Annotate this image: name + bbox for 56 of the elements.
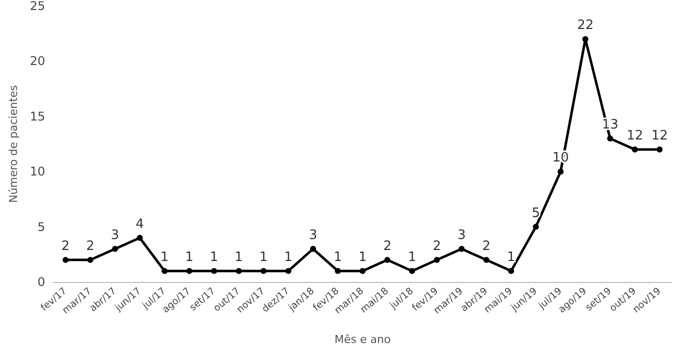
point — [87, 256, 94, 263]
point — [136, 234, 143, 241]
point — [186, 268, 192, 274]
point — [384, 256, 390, 263]
point — [112, 246, 118, 252]
data-label: 2 — [86, 238, 94, 254]
data-label: 2 — [383, 238, 392, 254]
point — [162, 268, 168, 274]
point — [458, 246, 465, 252]
point — [334, 268, 341, 274]
data-label: 1 — [259, 250, 268, 265]
point — [260, 268, 267, 274]
data-label: 1 — [160, 250, 169, 265]
point — [409, 268, 416, 274]
data-label: 1 — [506, 250, 516, 265]
data-label: 1 — [234, 250, 243, 265]
y-tick-label: 10 — [30, 164, 46, 179]
data-label: 12 — [626, 128, 644, 144]
data-label: 3 — [308, 228, 318, 243]
point — [607, 135, 614, 142]
point — [656, 146, 663, 153]
data-label: 2 — [482, 238, 490, 254]
data-label: 4 — [136, 216, 144, 232]
point — [483, 256, 490, 263]
point — [285, 268, 292, 274]
y-tick-label: 5 — [38, 220, 46, 234]
point — [558, 168, 564, 175]
point — [532, 224, 539, 230]
data-label: 22 — [577, 18, 594, 34]
point — [310, 246, 316, 252]
point — [434, 256, 440, 263]
data-label: 1 — [185, 250, 194, 265]
data-label: 1 — [284, 250, 292, 265]
y-tick-label: 0 — [38, 275, 46, 289]
data-label: 2 — [432, 238, 441, 254]
y-tick-label: 25 — [30, 0, 46, 13]
y-tick-label: 15 — [30, 109, 46, 124]
x-axis-title: Mês e ano — [334, 333, 391, 346]
point — [508, 268, 514, 274]
data-label: 1 — [210, 250, 218, 265]
point — [236, 268, 242, 274]
data-label: 3 — [457, 228, 466, 243]
point — [211, 268, 218, 274]
point — [582, 36, 588, 42]
data-label: 5 — [532, 206, 540, 221]
data-label: 2 — [61, 238, 70, 254]
y-axis-title: Número de pacientes — [7, 84, 20, 203]
data-label: 3 — [110, 228, 120, 243]
data-label: 1 — [358, 250, 367, 265]
data-label: 1 — [408, 250, 416, 265]
point — [360, 268, 366, 274]
data-label: 12 — [651, 128, 668, 144]
point — [632, 146, 638, 153]
data-label: 1 — [334, 250, 342, 265]
y-tick-label: 20 — [30, 54, 46, 68]
point — [62, 256, 69, 263]
